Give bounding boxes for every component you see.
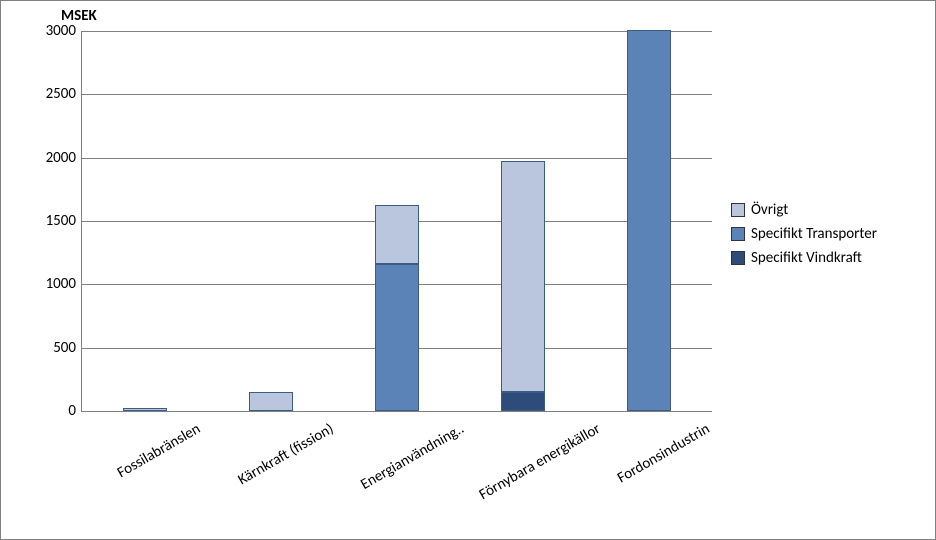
x-tick-label: Kärnkraft (fission) <box>235 419 339 489</box>
legend-label: Specifikt Vindkraft <box>751 249 862 267</box>
x-tick: Energianvändning.. <box>338 411 456 437</box>
bar-slot <box>123 31 167 411</box>
bar-segment-transporter <box>627 30 671 411</box>
y-tick-label: 2000 <box>46 149 76 167</box>
y-tick-label: 2500 <box>46 85 76 103</box>
bar-slot <box>627 31 671 411</box>
legend-swatch <box>731 203 745 217</box>
x-tick: Kärnkraft (fission) <box>216 411 325 437</box>
bar-slot <box>249 31 293 411</box>
x-tick-label: Energianvändning.. <box>358 419 470 494</box>
legend-item: Specifikt Vindkraft <box>731 249 877 267</box>
legend-swatch <box>731 251 745 265</box>
x-tick: Fordonsindustrin <box>596 411 702 437</box>
x-tick-label: Fordonsindustrin <box>614 419 714 487</box>
legend-label: Övrigt <box>751 201 788 219</box>
legend-item: Övrigt <box>731 201 877 219</box>
legend: Övrigt Specifikt Transporter Specifikt Vin… <box>731 201 877 273</box>
x-tick-label: Förnybara energikällor <box>476 419 605 504</box>
bar-segment-ovrigt <box>249 392 293 411</box>
y-tick-label: 1000 <box>46 275 76 293</box>
legend-label: Specifikt Transporter <box>751 225 877 243</box>
bar-segment-ovrigt <box>375 205 419 265</box>
x-tick: Fossilabränslen <box>98 411 193 437</box>
bar-slot <box>375 31 419 411</box>
plot-area: 050010001500200025003000FossilabränslenK… <box>81 31 712 412</box>
y-tick-label: 0 <box>68 402 76 420</box>
bar-segment-ovrigt <box>501 161 545 392</box>
x-tick: Förnybara energikällor <box>454 411 593 437</box>
legend-item: Specifikt Transporter <box>731 225 877 243</box>
y-tick-label: 3000 <box>46 22 76 40</box>
legend-swatch <box>731 227 745 241</box>
chart-frame: MSEK 050010001500200025003000Fossilabrän… <box>0 0 936 540</box>
y-tick-label: 500 <box>53 339 76 357</box>
bar-segment-transporter <box>375 264 419 411</box>
y-tick-label: 1500 <box>46 212 76 230</box>
bar-slot <box>501 31 545 411</box>
x-tick-label: Fossilabränslen <box>114 419 205 482</box>
bar-segment-vindkraft <box>501 392 545 411</box>
